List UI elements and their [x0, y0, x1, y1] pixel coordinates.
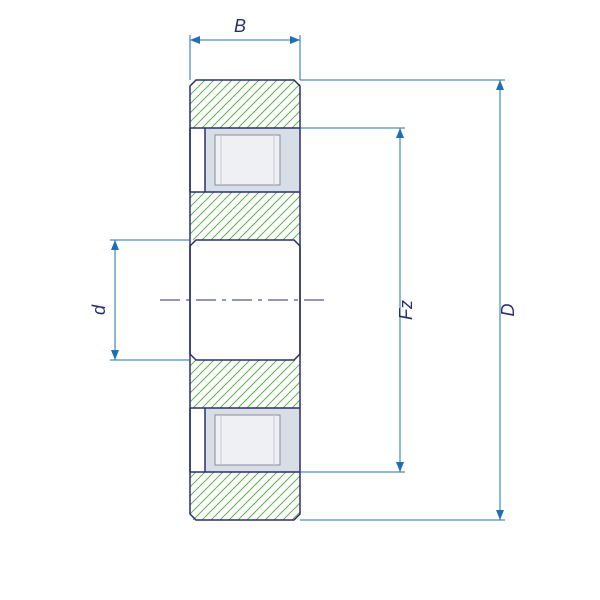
dim-B-label: B: [234, 16, 246, 36]
dim-Fz-label: Fz: [396, 300, 416, 320]
dim-d-label: d: [89, 304, 109, 315]
dim-D-label: D: [498, 304, 518, 317]
